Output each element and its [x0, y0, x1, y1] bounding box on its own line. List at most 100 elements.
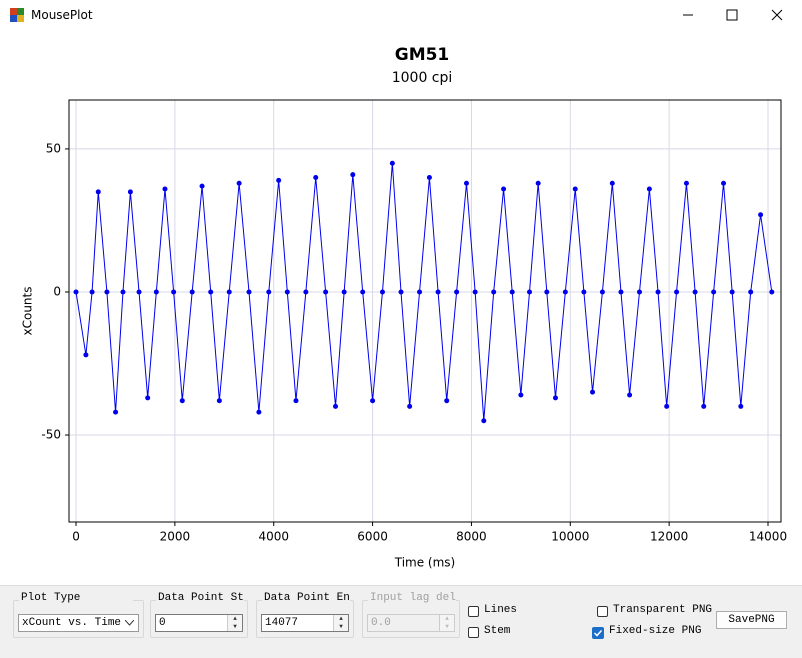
close[interactable] [771, 9, 783, 21]
lines-checkbox[interactable] [468, 606, 479, 617]
checkbox-label: Fixed-size PNG [609, 625, 702, 637]
x-tick-label: 0 [72, 530, 80, 544]
data-point [581, 289, 587, 295]
data-point [674, 289, 680, 295]
data-point [435, 289, 441, 295]
data-point [199, 183, 205, 189]
data-point [683, 180, 689, 186]
data-point [618, 289, 624, 295]
start-input[interactable]: 0 ▲ ▼ [155, 614, 243, 632]
button-label: SavePNG [728, 614, 775, 626]
data-point [463, 180, 469, 186]
data-point [535, 180, 541, 186]
save-button[interactable]: SavePNG [716, 611, 787, 629]
x-axis-label: Time (ms) [394, 556, 456, 570]
x-tick-label: 10000 [551, 530, 589, 544]
plot-frame [68, 99, 782, 523]
data-point [73, 289, 79, 295]
data-point [444, 398, 450, 404]
checkbox-label: Lines [484, 604, 518, 616]
y-tick-label: 50 [46, 141, 61, 155]
x-tick-label: 8000 [456, 530, 487, 544]
data-point [527, 289, 533, 295]
data-point [127, 189, 133, 195]
spinner: ▲ ▼ [439, 615, 454, 631]
data-point [748, 289, 754, 295]
data-point [664, 403, 670, 409]
data-point [627, 392, 633, 398]
data-point [738, 403, 744, 409]
select-value: xCount vs. Time [22, 617, 122, 629]
x-tick-label: 14000 [749, 530, 787, 544]
x-tick-label: 6000 [357, 530, 388, 544]
data-point [599, 289, 605, 295]
data-point [226, 289, 232, 295]
checkbox-label: Stem [484, 625, 511, 637]
plot-type-select[interactable]: xCount vs. Time [18, 614, 139, 632]
data-point [256, 409, 262, 415]
x-tick-label: 4000 [258, 530, 289, 544]
data-point [509, 289, 515, 295]
window-title: MousePlot [31, 8, 93, 22]
y-tick-label: 0 [53, 284, 61, 298]
data-point [189, 289, 195, 295]
data-point [153, 289, 159, 295]
input-value: 0.0 [371, 617, 391, 629]
data-point [636, 289, 642, 295]
data-point [323, 289, 329, 295]
data-point [692, 289, 698, 295]
data-point [491, 289, 497, 295]
dropdown-arrow [125, 620, 134, 626]
data-point [246, 289, 252, 295]
plot-type-group: Plot Type xCount vs. Time [13, 592, 144, 638]
maximize[interactable] [726, 9, 738, 21]
data-point [136, 289, 142, 295]
data-point [426, 175, 432, 181]
lag-input: 0.0 ▲ ▼ [367, 614, 455, 632]
y-axis-label: xCounts [21, 287, 35, 336]
end-group: Data Point End 14077 ▲ ▼ [256, 592, 354, 638]
data-point [758, 212, 764, 218]
data-point [481, 418, 487, 424]
data-point [162, 186, 168, 192]
chart-subtitle: 1000 cpi [392, 70, 453, 86]
checkbox-label: Transparent PNG [613, 604, 713, 616]
data-point [216, 398, 222, 404]
data-point [472, 289, 478, 295]
data-point [120, 289, 126, 295]
window-buttons[interactable] [660, 0, 802, 30]
transparent-checkbox[interactable] [597, 606, 608, 617]
data-point [104, 289, 110, 295]
group-label: Plot Type [19, 592, 133, 605]
data-point [266, 289, 272, 295]
data-point [398, 289, 404, 295]
data-point [729, 289, 735, 295]
data-point [646, 186, 652, 192]
control-panel: Plot Type xCount vs. Time Data Point Sta… [0, 585, 802, 658]
group-label: Data Point Start [156, 592, 244, 605]
group-label: Input lag delay [368, 592, 456, 605]
data-point [370, 398, 376, 404]
data-point [341, 289, 347, 295]
group-label: Data Point End [262, 592, 350, 605]
chart-title: GM51 [395, 45, 450, 65]
data-point [179, 398, 185, 404]
data-point [701, 403, 707, 409]
title-bar: MousePlot [0, 0, 802, 30]
x-tick-label: 12000 [650, 530, 688, 544]
spinner[interactable]: ▲ ▼ [333, 615, 348, 631]
data-point [572, 186, 578, 192]
data-point [454, 289, 460, 295]
start-group: Data Point Start 0 ▲▼ [150, 592, 248, 638]
data-point [609, 180, 615, 186]
data-point [313, 175, 319, 181]
stem-checkbox[interactable] [468, 627, 479, 638]
fixed-checkbox[interactable] [592, 627, 604, 639]
input-value: 14077 [265, 617, 299, 629]
data-point [407, 403, 413, 409]
spinner[interactable]: ▲ ▼ [227, 615, 242, 631]
data-point [590, 389, 596, 395]
end-input[interactable]: 14077 ▲ ▼ [261, 614, 349, 632]
data-point [95, 189, 101, 195]
data-point [721, 180, 727, 186]
